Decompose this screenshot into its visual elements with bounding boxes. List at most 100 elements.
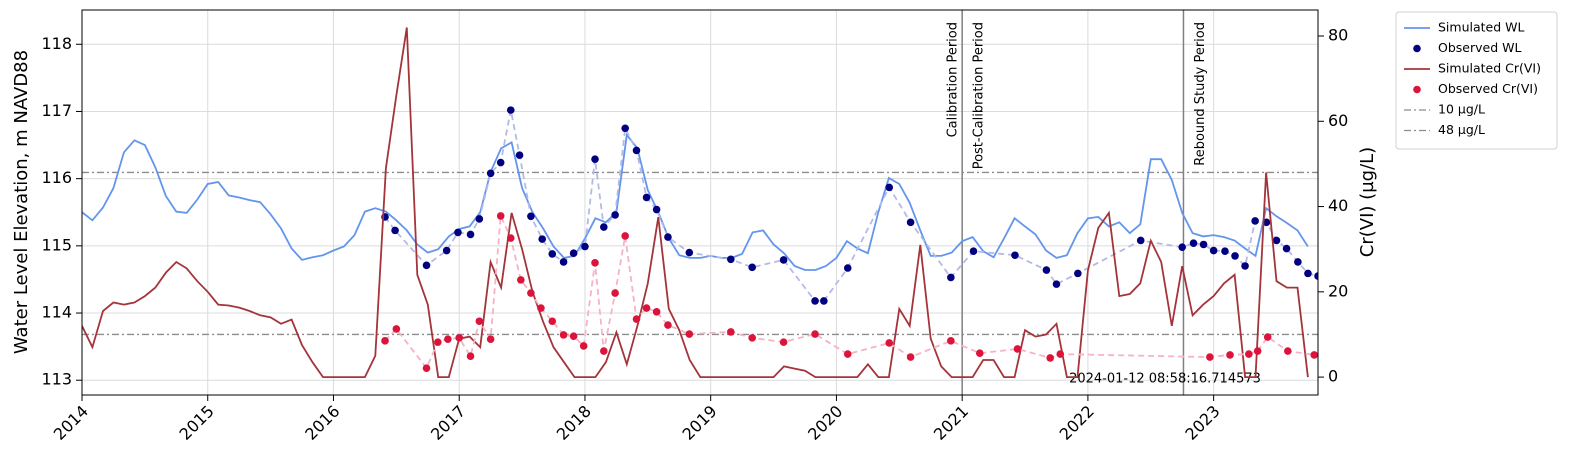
observed-point (527, 289, 535, 297)
plot-frame (81, 9, 1319, 396)
x-tick-label: 2019 (678, 402, 720, 444)
observed-point (486, 169, 495, 178)
y-tick-label: 118 (41, 34, 72, 53)
x-tick-label: 2018 (553, 402, 595, 444)
observed-point (466, 352, 475, 361)
observed-connector (384, 109, 1318, 302)
observed-point (422, 364, 431, 372)
observed-point (885, 339, 894, 347)
observed-point (391, 226, 399, 235)
observed-point (642, 193, 651, 202)
observed-point (685, 330, 694, 338)
observed-point (1189, 239, 1198, 247)
observed-point (591, 259, 599, 267)
observed-point (727, 328, 735, 336)
plot-area (82, 27, 1318, 378)
x-tick-label: 2022 (1056, 402, 1098, 444)
observed-point (611, 289, 619, 297)
legend-box (1395, 11, 1558, 150)
observed-point (548, 317, 557, 326)
observed-point (632, 315, 641, 323)
observed-point (1056, 350, 1065, 358)
observed-point (1052, 280, 1061, 288)
observed-point (1221, 247, 1229, 256)
y2-tick-label: 20 (1328, 281, 1348, 300)
observed-point (1011, 251, 1019, 260)
observed-point (1199, 240, 1208, 249)
x-tick-label: 2020 (804, 402, 846, 444)
y-tick-label: 114 (41, 303, 72, 322)
observed-point (885, 183, 894, 192)
observed-point (748, 334, 756, 342)
observed-point (779, 256, 788, 264)
observed-point (611, 211, 619, 219)
observed-point (1314, 272, 1318, 280)
x-tick-label: 2014 (50, 402, 92, 444)
observed-point (434, 338, 442, 346)
observed-point (1206, 353, 1214, 361)
observed-point (906, 218, 915, 227)
observed-point (621, 124, 629, 133)
observed-point (579, 342, 588, 350)
observed-point (820, 297, 828, 305)
observed-point (600, 223, 608, 231)
observed-point (1178, 243, 1187, 251)
legend-label: 10 µg/L (1438, 102, 1485, 117)
observed-point (1294, 258, 1302, 266)
observed-point (569, 249, 578, 258)
x-tick-label: 2017 (427, 402, 469, 444)
observed-point (1272, 236, 1281, 245)
y-tick-label: 115 (41, 235, 72, 254)
observed-point (515, 151, 524, 159)
period-label: Post-Calibration Period (972, 22, 987, 169)
observed-point (442, 246, 451, 255)
observed-point (1284, 347, 1292, 355)
observed-point (1042, 266, 1051, 274)
observed-point (475, 317, 484, 326)
y2-tick-label: 40 (1328, 196, 1348, 215)
legend-label: Simulated WL (1438, 20, 1524, 35)
legend-label: Observed Cr(VI) (1438, 81, 1538, 96)
observed-point (906, 353, 915, 361)
period-label: Rebound Study Period (1193, 22, 1208, 166)
observed-point (1304, 269, 1312, 278)
observed-point (843, 350, 852, 358)
y-axis-label: Water Level Elevation, m NAVD88 (11, 50, 32, 354)
x-tick-label: 2021 (930, 402, 972, 444)
observed-point (506, 234, 515, 242)
observed-point (444, 335, 452, 343)
observed-point (422, 261, 431, 270)
observed-connector (384, 212, 1315, 370)
observed-point (548, 250, 557, 258)
observed-point (969, 247, 978, 256)
observed-point (559, 258, 568, 266)
observed-point (1013, 345, 1022, 353)
observed-point (685, 248, 694, 257)
observed-point (517, 276, 525, 284)
observed-point (569, 332, 578, 340)
observed-point (1136, 236, 1145, 245)
observed-point (1074, 269, 1082, 278)
observed-point (642, 304, 651, 312)
observed-point (947, 273, 955, 282)
series-line (82, 27, 1309, 378)
observed-point (1226, 351, 1234, 359)
x-tick-label: 2016 (301, 402, 343, 444)
observed-point (537, 304, 545, 312)
y-tick-label: 117 (41, 101, 72, 120)
observed-point (454, 228, 462, 237)
y-tick-label: 116 (41, 168, 72, 187)
observed-point (1262, 218, 1271, 227)
observed-point (727, 255, 735, 264)
observed-point (1241, 262, 1249, 270)
observed-point (475, 215, 484, 223)
observed-point (779, 338, 788, 346)
observed-point (538, 235, 546, 243)
observed-point (527, 212, 535, 221)
observed-point (466, 230, 475, 239)
observed-point (506, 106, 515, 114)
observed-point (748, 263, 756, 272)
observed-point (1253, 347, 1262, 355)
observed-point (455, 334, 464, 342)
observed-point (559, 331, 568, 339)
